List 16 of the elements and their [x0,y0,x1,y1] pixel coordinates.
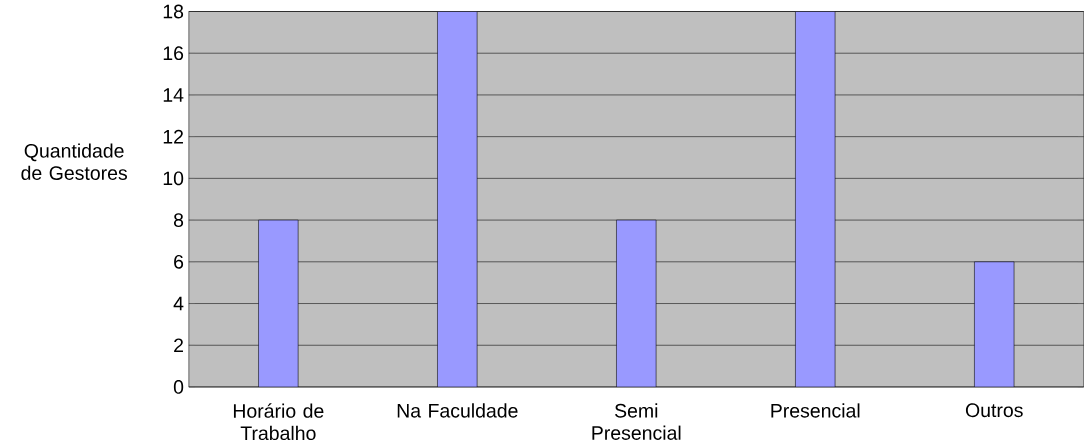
y-tick-label: 0 [173,380,184,394]
x-tick-label: Na Faculdade [397,403,518,418]
x-tick-label: Outros [965,403,1023,418]
x-tick-label: Presencial [771,403,860,418]
y-tick-label: 18 [163,4,184,19]
y-tick-label: 8 [173,213,184,228]
y-tick-label: 14 [163,88,184,102]
y-tick-label: 16 [163,46,184,61]
y-tick-label: 6 [174,255,184,269]
x-tick-label: Horário de Trabalho [233,403,324,441]
y-tick-label: 10 [163,171,184,186]
y-tick-label: 2 [174,338,183,353]
x-tick-label: Semi Presencial [592,403,681,441]
y-tick-label: 4 [173,296,184,311]
y-axis-title: Quantidade de Gestores [21,143,128,181]
y-tick-label: 12 [163,129,183,144]
